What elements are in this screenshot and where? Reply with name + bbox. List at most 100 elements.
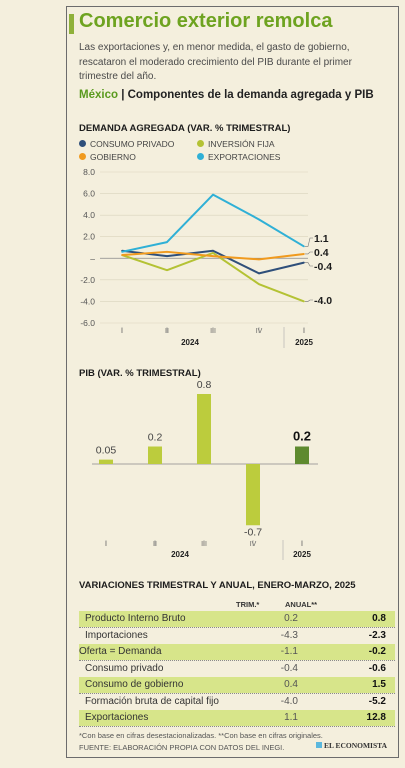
end-label-inversion: -4.0 [314, 295, 332, 307]
data-point-inversion [166, 269, 168, 271]
x-tick-label: II [153, 541, 157, 548]
bar-0 [99, 459, 113, 464]
data-point-exportaciones [303, 245, 305, 248]
end-label-connector [305, 262, 313, 267]
row-divider [79, 726, 395, 727]
data-point-consumo [303, 261, 305, 264]
data-point-exportaciones [212, 193, 214, 196]
x-tick-label: I [303, 328, 305, 335]
legend-exportaciones: EXPORTACIONES [197, 152, 280, 162]
legend-label: INVERSIÓN FIJA [208, 139, 275, 149]
infographic-frame [66, 6, 399, 758]
bar-1 [148, 446, 162, 464]
table-row: Consumo de gobierno 0.4 1.5 [79, 677, 395, 693]
row-trim-value: -0.4 [280, 662, 298, 674]
end-label-connector [305, 299, 313, 302]
y-tick-label: 6.0 [83, 189, 95, 199]
brand-logo: EL ECONOMISTA [316, 741, 387, 750]
end-label-gobierno: 0.4 [314, 247, 329, 259]
year-label: 2025 [293, 550, 311, 559]
row-anual-value: -2.3 [368, 629, 386, 641]
data-point-gobierno [258, 258, 260, 261]
x-tick-label: I [105, 541, 107, 548]
col-header-trim: TRIM.* [236, 600, 260, 609]
row-divider [79, 693, 395, 694]
x-tick-label: IV [250, 541, 257, 548]
row-trim-value: 0.4 [284, 679, 298, 690]
end-label-consumo: -0.4 [314, 261, 332, 273]
row-anual-value: -5.2 [368, 695, 386, 707]
table-title: VARIACIONES TRIMESTRAL Y ANUAL, ENERO-MA… [79, 580, 356, 591]
bar-value-label: 0.2 [148, 432, 163, 444]
y-tick-label: 4.0 [83, 210, 95, 220]
legend-label: EXPORTACIONES [208, 152, 281, 162]
legend-dot [197, 140, 204, 147]
row-trim-value: -4.0 [280, 695, 298, 707]
data-point-consumo [212, 249, 214, 252]
x-tick-label: I [121, 328, 123, 335]
row-trim-value: -4.3 [280, 629, 298, 641]
row-label: Importaciones [85, 629, 148, 641]
data-point-consumo [166, 255, 168, 257]
brand-icon [316, 742, 322, 748]
source-note: FUENTE: ELABORACIÓN PROPIA CON DATOS DEL… [79, 743, 285, 752]
year-label: 2024 [171, 550, 189, 559]
bar-2 [197, 394, 211, 464]
row-anual-value: 12.8 [366, 712, 386, 723]
x-tick-label: IV [256, 328, 263, 335]
data-point-exportaciones [258, 218, 260, 221]
bar-4 [295, 446, 309, 464]
y-tick-label: -2.0 [80, 275, 95, 285]
table-row: Consumo privado -0.4 -0.6 [79, 661, 395, 677]
x-tick-label: III [201, 541, 207, 548]
end-label-exportaciones: 1.1 [314, 233, 329, 245]
legend-consumo: CONSUMO PRIVADO [79, 139, 174, 149]
y-tick-label: -6.0 [80, 318, 95, 328]
end-label-connector [305, 251, 313, 255]
table-row: Importaciones -4.3 -2.3 [79, 628, 395, 644]
legend-gobierno: GOBIERNO [79, 152, 136, 162]
data-point-exportaciones [121, 251, 123, 253]
row-anual-value: 0.8 [372, 613, 386, 624]
data-point-gobierno [121, 254, 123, 256]
col-header-anual: ANUAL** [285, 600, 318, 609]
legend-label: CONSUMO PRIVADO [90, 139, 175, 149]
end-label-connector [305, 237, 313, 247]
bar-value-label: 0.8 [197, 379, 212, 391]
data-point-exportaciones [166, 241, 168, 243]
subtitle-country: México [79, 89, 118, 101]
y-tick-label: 2.0 [83, 232, 95, 242]
section-subtitle: México | Componentes de la demanda agreg… [79, 89, 374, 101]
row-trim-value: 1.1 [284, 712, 298, 723]
row-divider [79, 627, 395, 628]
row-label: Oferta = Demanda [79, 646, 162, 657]
x-tick-label: III [210, 328, 216, 335]
data-point-inversion [212, 252, 214, 254]
row-label: Consumo de gobierno [85, 679, 184, 690]
row-trim-value: 0.2 [284, 613, 298, 624]
x-tick-label: II [165, 328, 169, 335]
bar-value-label: 0.2 [293, 429, 311, 444]
legend-dot [79, 140, 86, 147]
row-label: Producto Interno Bruto [85, 613, 186, 624]
row-anual-value: -0.2 [368, 646, 386, 657]
bar-3 [246, 464, 260, 526]
data-point-gobierno [212, 255, 214, 257]
bar-value-label: 0.05 [96, 445, 117, 457]
table-row: Oferta = Demanda -1.1 -0.2 [79, 644, 395, 660]
year-label: 2024 [181, 338, 199, 347]
subtitle-text: Componentes de la demanda agregada y PIB [127, 89, 374, 101]
line-chart-title: DEMANDA AGREGADA (VAR. % TRIMESTRAL) [79, 123, 291, 134]
data-point-inversion [303, 300, 305, 303]
legend-label: GOBIERNO [90, 152, 136, 162]
row-label: Exportaciones [85, 712, 149, 723]
year-label: 2025 [295, 338, 313, 347]
row-anual-value: -0.6 [368, 662, 386, 674]
lead-paragraph: Las exportaciones y, en menor medida, el… [79, 42, 352, 82]
row-anual-value: 1.5 [372, 679, 386, 690]
title-accent-bar [69, 14, 74, 34]
table-row: Exportaciones 1.1 12.8 [79, 710, 395, 726]
